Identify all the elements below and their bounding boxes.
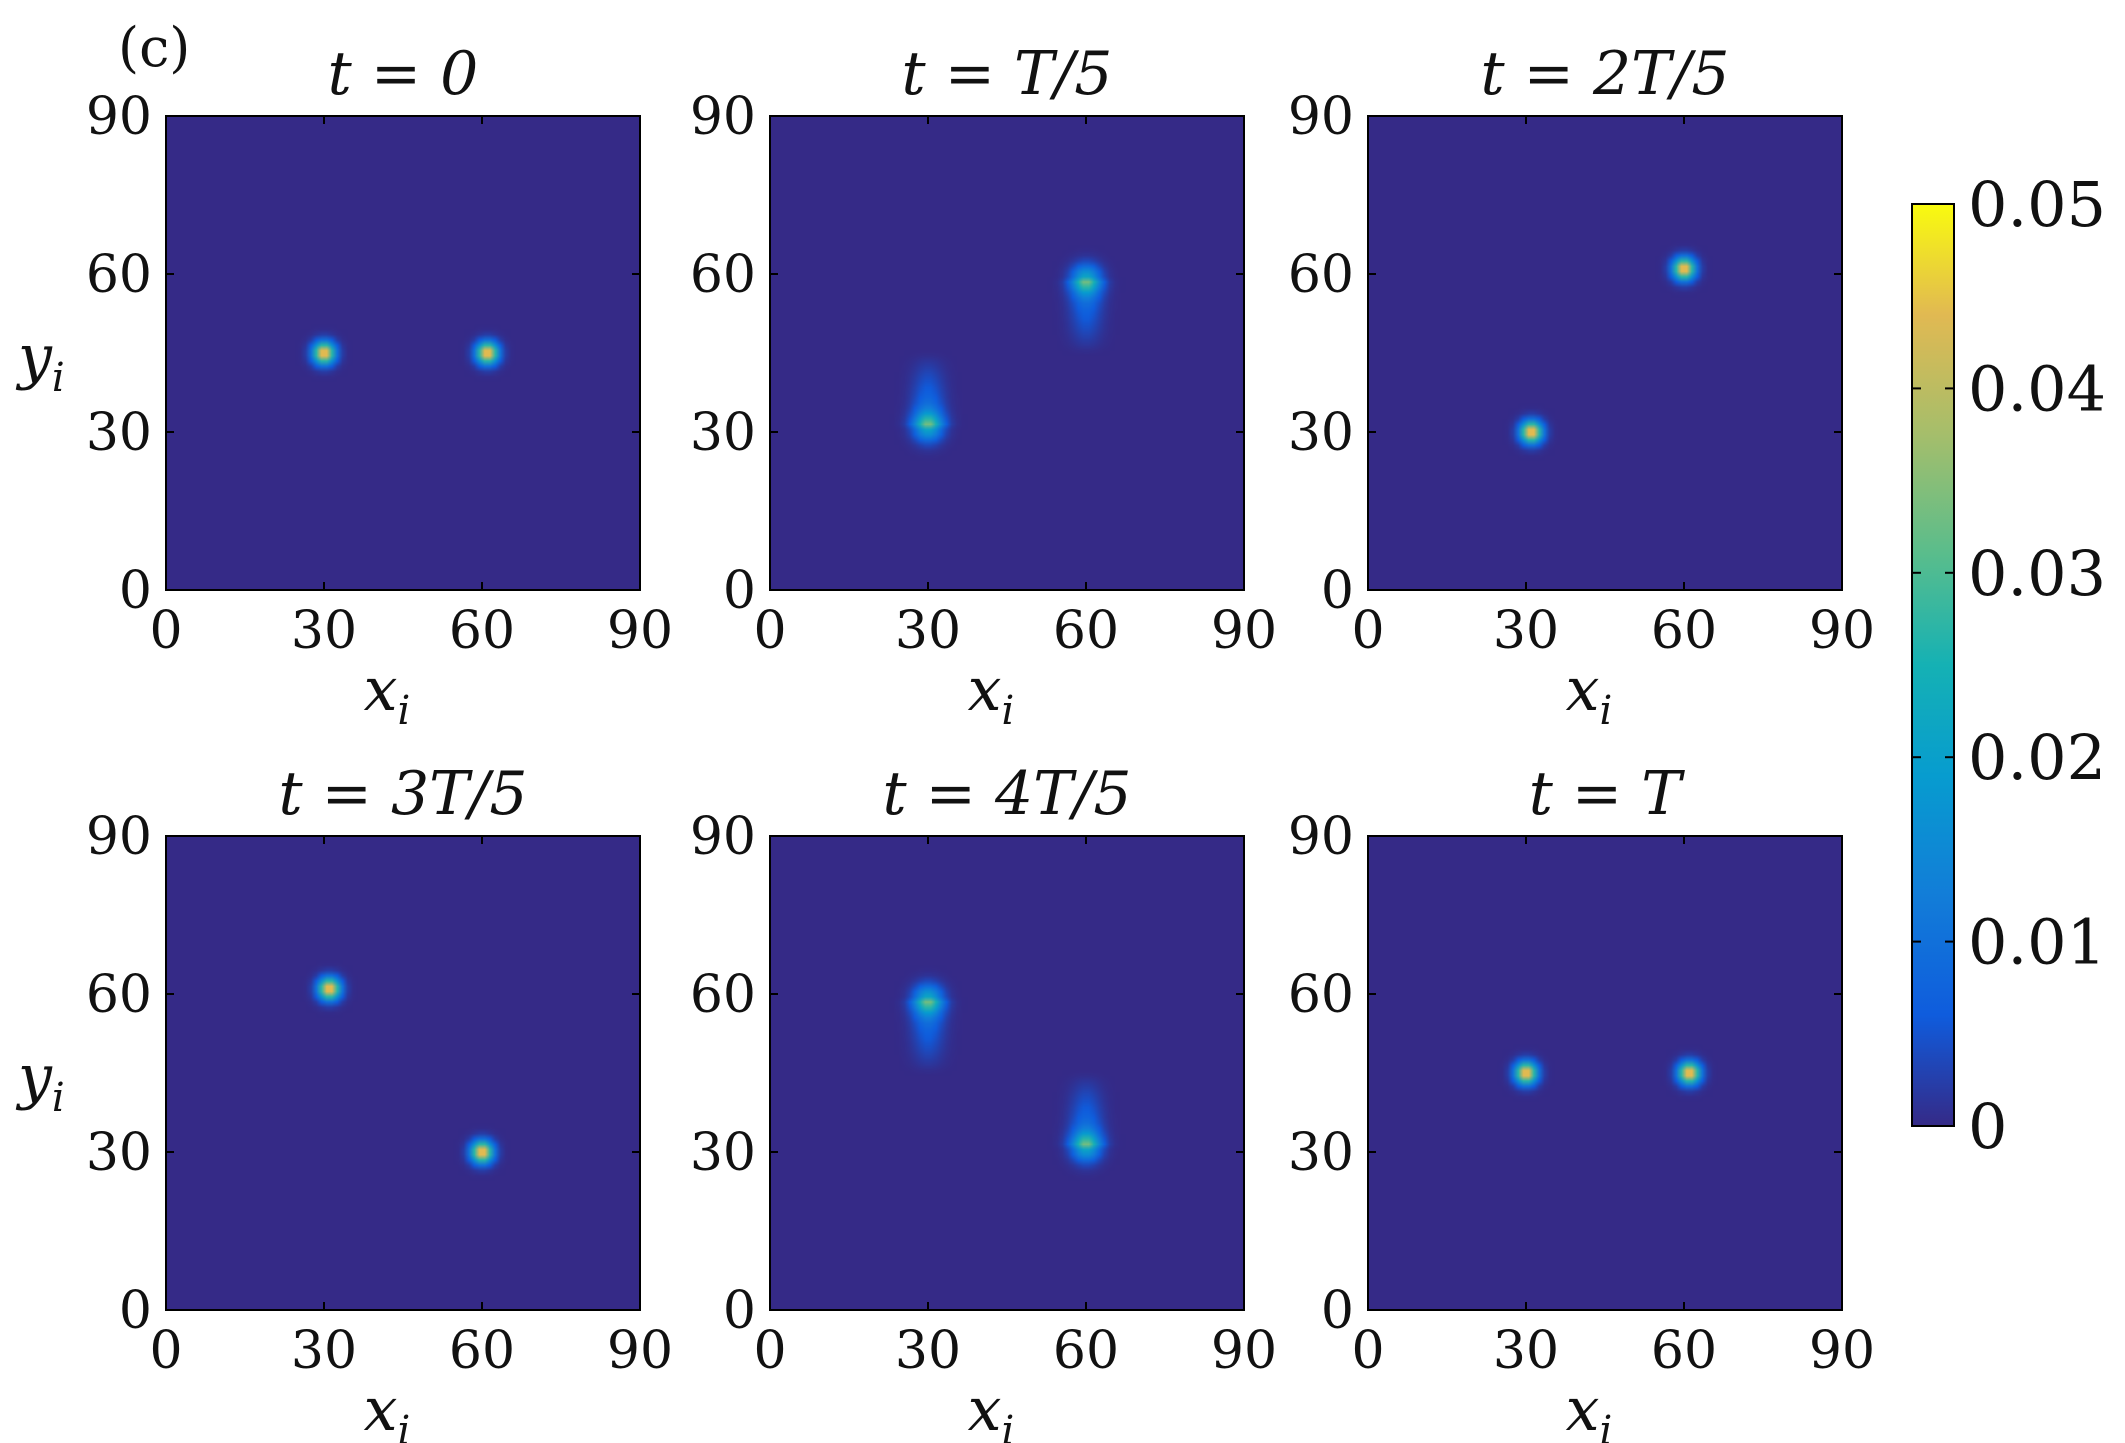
colorbar: 0 0.01 0.02 0.03 0.04 0.05	[1911, 168, 2106, 1163]
x-axis-title: xi	[1566, 655, 1613, 734]
y-tick-label: 60	[86, 245, 152, 305]
x-axis-title: xi	[968, 655, 1015, 734]
x-tick-label: 30	[291, 1321, 357, 1381]
colorbar-tick-label: 0.01	[1968, 906, 2106, 979]
heatmap-image-5	[770, 836, 1244, 1310]
y-tick-label: 60	[690, 245, 756, 305]
x-tick-label: 60	[449, 1321, 515, 1381]
x-tick-label: 0	[149, 601, 182, 661]
y-tick-label: 30	[86, 403, 152, 463]
plot-frame	[769, 835, 1245, 1311]
panel-title: t = 3T/5	[278, 759, 527, 829]
y-tick-label: 60	[690, 965, 756, 1025]
x-tick-label: 60	[1053, 1321, 1119, 1381]
y-tick-label: 90	[690, 87, 756, 147]
y-tick-label: 0	[119, 1281, 152, 1341]
x-tick-label: 0	[1351, 1321, 1384, 1381]
x-tick-label: 30	[1493, 1321, 1559, 1381]
heatmap-panel-6: 00 30 30 60 60 90 90 xi t = T	[1288, 759, 1875, 1443]
panel-title: t = 2T/5	[1480, 39, 1729, 109]
colorbar-tick-label: 0.02	[1968, 721, 2106, 794]
y-tick-label: 30	[1288, 403, 1354, 463]
x-tick-label: 30	[291, 601, 357, 661]
x-tick-label: 90	[1211, 601, 1277, 661]
x-tick-label: 0	[753, 601, 786, 661]
x-tick-label: 60	[1053, 601, 1119, 661]
x-tick-label: 90	[1809, 1321, 1875, 1381]
x-tick-label: 0	[1351, 601, 1384, 661]
y-tick-label: 90	[1288, 807, 1354, 867]
x-axis-title: xi	[364, 655, 411, 734]
plot-frame	[165, 115, 641, 591]
y-axis-title: yi	[15, 322, 65, 401]
heatmap-panel-2: 00 30 30 60 60 90 90 xi t = T/5	[690, 39, 1277, 734]
y-tick-label: 0	[1321, 1281, 1354, 1341]
heatmap-panel-4: 00 30 30 60 60 90 90 xi yi t = 3T/5	[15, 759, 673, 1443]
x-tick-label: 60	[1651, 601, 1717, 661]
x-tick-label: 60	[449, 601, 515, 661]
panel-title: t = 0	[328, 39, 479, 109]
x-tick-label: 30	[895, 601, 961, 661]
x-tick-label: 90	[1211, 1321, 1277, 1381]
y-tick-label: 90	[1288, 87, 1354, 147]
y-tick-label: 90	[86, 807, 152, 867]
heatmap-image-4	[166, 836, 640, 1310]
heatmap-panel-1: 00 30 30 60 60 90 90 xi yi t = 0	[15, 39, 673, 734]
heatmap-image-6	[1368, 836, 1842, 1310]
colorbar-tick-label: 0	[1968, 1090, 2007, 1163]
x-tick-label: 30	[1493, 601, 1559, 661]
y-tick-label: 0	[119, 561, 152, 621]
x-tick-label: 0	[149, 1321, 182, 1381]
y-tick-label: 60	[1288, 245, 1354, 305]
y-tick-label: 90	[690, 807, 756, 867]
x-tick-label: 90	[607, 601, 673, 661]
panel-title: t = T	[1529, 759, 1686, 829]
heatmap-image-3	[1368, 116, 1842, 590]
x-axis-title: xi	[968, 1375, 1015, 1443]
plot-frame	[769, 115, 1245, 591]
heatmap-panel-5: 00 30 30 60 60 90 90 xi t = 4T/5	[690, 759, 1277, 1443]
x-tick-label: 0	[753, 1321, 786, 1381]
y-tick-label: 30	[86, 1123, 152, 1183]
panel-title: t = 4T/5	[882, 759, 1131, 829]
colorbar-tick-label: 0.03	[1968, 537, 2106, 610]
y-tick-label: 30	[690, 1123, 756, 1183]
plot-frame	[1367, 115, 1843, 591]
heatmap-panel-3: 00 30 30 60 60 90 90 xi t = 2T/5	[1288, 39, 1875, 734]
colorbar-gradient	[1911, 203, 1955, 1127]
x-axis-title: xi	[364, 1375, 411, 1443]
heatmap-image-1	[166, 116, 640, 590]
y-tick-label: 60	[86, 965, 152, 1025]
y-axis-title: yi	[15, 1042, 65, 1121]
panel-title: t = T/5	[902, 39, 1113, 109]
plot-frame	[165, 835, 641, 1311]
colorbar-tick-label: 0.04	[1968, 352, 2106, 425]
x-axis-title: xi	[1566, 1375, 1613, 1443]
y-tick-label: 0	[723, 561, 756, 621]
y-tick-label: 30	[1288, 1123, 1354, 1183]
panel-tag: (c)	[118, 16, 190, 79]
x-tick-label: 60	[1651, 1321, 1717, 1381]
y-tick-label: 30	[690, 403, 756, 463]
plot-frame	[1367, 835, 1843, 1311]
x-tick-label: 90	[1809, 601, 1875, 661]
x-tick-label: 30	[895, 1321, 961, 1381]
x-tick-label: 90	[607, 1321, 673, 1381]
colorbar-tick-label: 0.05	[1968, 168, 2106, 241]
y-tick-label: 60	[1288, 965, 1354, 1025]
heatmap-image-2	[770, 116, 1244, 590]
y-tick-label: 0	[723, 1281, 756, 1341]
y-tick-label: 90	[86, 87, 152, 147]
y-tick-label: 0	[1321, 561, 1354, 621]
